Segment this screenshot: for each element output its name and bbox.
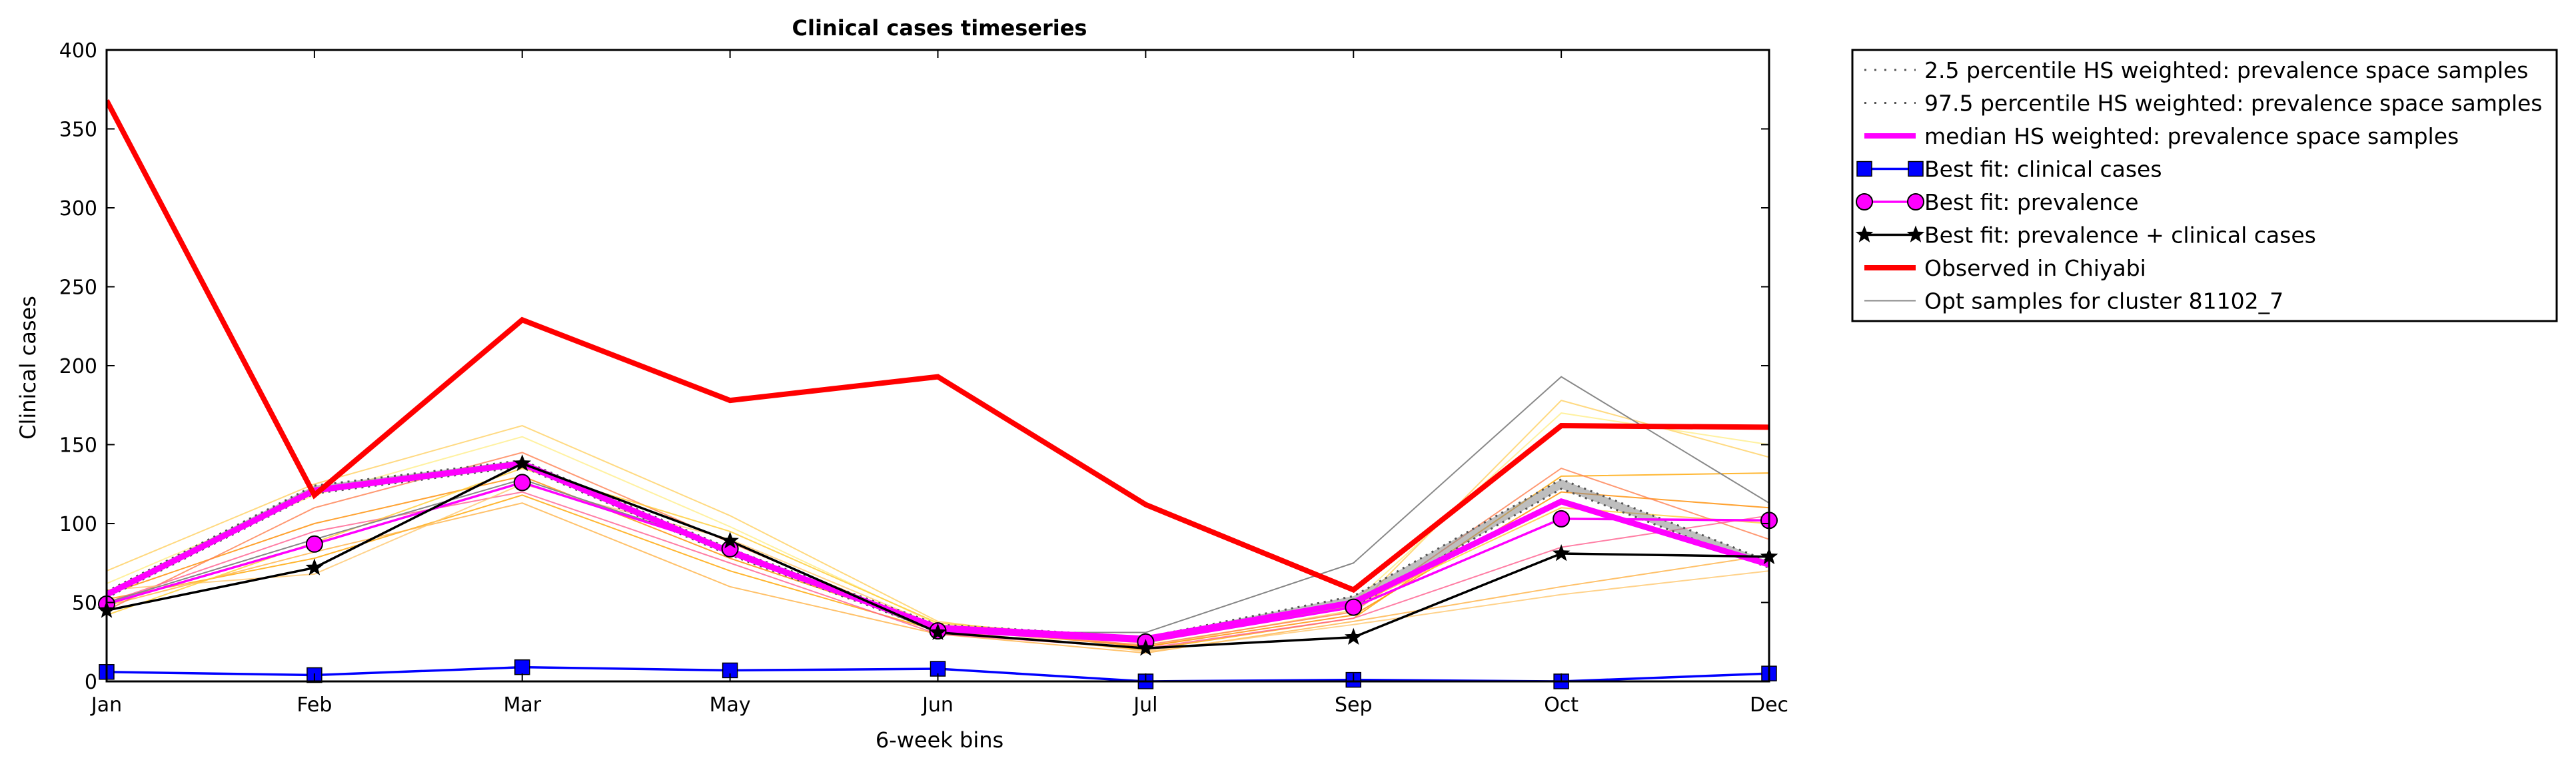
series-5-point-1 <box>305 558 324 576</box>
y-tick-label-4: 200 <box>59 355 97 378</box>
x-tick-label-8: Dec <box>1750 693 1788 717</box>
y-tick-label-1: 50 <box>72 592 97 615</box>
legend-label-7: Opt samples for cluster 81102_7 <box>1924 288 2283 314</box>
series-5-point-2 <box>513 454 532 472</box>
percentile-band <box>107 460 1769 642</box>
series-5-point-3 <box>721 532 739 549</box>
y-tick-label-3: 150 <box>59 434 97 458</box>
x-tick-label-2: Mar <box>503 693 541 717</box>
series-5-point-4 <box>929 623 947 640</box>
y-tick-label-2: 100 <box>59 513 97 536</box>
series-line-6 <box>107 99 1769 593</box>
y-tick-label-6: 300 <box>59 197 97 220</box>
legend-label-6: Observed in Chiyabi <box>1924 255 2146 281</box>
series-line-0 <box>107 466 1769 643</box>
y-tick-label-8: 400 <box>59 39 97 63</box>
legend-marker-4-0 <box>1856 193 1873 210</box>
legend-label-3: Best fit: clinical cases <box>1924 157 2162 183</box>
legend-marker-3-1 <box>1908 161 1924 177</box>
x-tick-label-1: Feb <box>297 693 332 717</box>
series-5-point-5 <box>1137 639 1155 656</box>
y-axis-title: Clinical cases <box>15 296 41 440</box>
plot-frame <box>105 49 1770 683</box>
legend-marker-5-1 <box>1906 225 1925 242</box>
legend-marker-5-0 <box>1855 225 1874 242</box>
x-tick-label-4: Jun <box>921 693 954 717</box>
x-tick-label-3: May <box>710 693 751 717</box>
x-tick-label-0: Jan <box>90 693 122 717</box>
x-tick-label-7: Oct <box>1544 693 1579 717</box>
legend-box <box>1851 49 2558 322</box>
legend: 2.5 percentile HS weighted: prevalence s… <box>1851 49 2558 322</box>
legend-label-2: median HS weighted: prevalence space sam… <box>1924 123 2459 149</box>
legend-label-0: 2.5 percentile HS weighted: prevalence s… <box>1924 57 2529 83</box>
series-3-point-2 <box>514 659 530 675</box>
plot-area: Jan Feb Mar May Jun Jul Sep Oct Dec 0 50 100 150 200 2… <box>59 39 1788 717</box>
legend-label-4: Best fit: prevalence <box>1924 189 2139 215</box>
sample-line-0 <box>107 400 1769 647</box>
x-tick-label-6: Sep <box>1335 693 1373 717</box>
sample-line-8 <box>107 467 1769 641</box>
x-tick-label-5: Jul <box>1132 693 1157 717</box>
series-group <box>107 99 1769 681</box>
chart-title: Clinical cases timeseries <box>792 15 1087 41</box>
series-5-point-6 <box>1344 627 1363 645</box>
series-4-point-2 <box>513 474 531 492</box>
legend-label-5: Best fit: prevalence + clinical cases <box>1924 222 2316 248</box>
series-5-point-7 <box>1552 544 1571 562</box>
series-4-point-7 <box>1553 510 1571 528</box>
x-axis-title: 6-week bins <box>876 727 1003 753</box>
series-line-2 <box>107 460 1769 642</box>
series-4-point-6 <box>1345 598 1363 616</box>
legend-label-1: 97.5 percentile HS weighted: prevalence … <box>1924 91 2543 117</box>
legend-marker-4-1 <box>1907 193 1924 210</box>
y-tick-label-0: 0 <box>85 671 97 694</box>
series-4-point-1 <box>305 535 323 553</box>
y-tick-label-5: 250 <box>59 276 97 300</box>
legend-marker-3-0 <box>1856 161 1872 177</box>
y-tick-label-7: 350 <box>59 119 97 142</box>
